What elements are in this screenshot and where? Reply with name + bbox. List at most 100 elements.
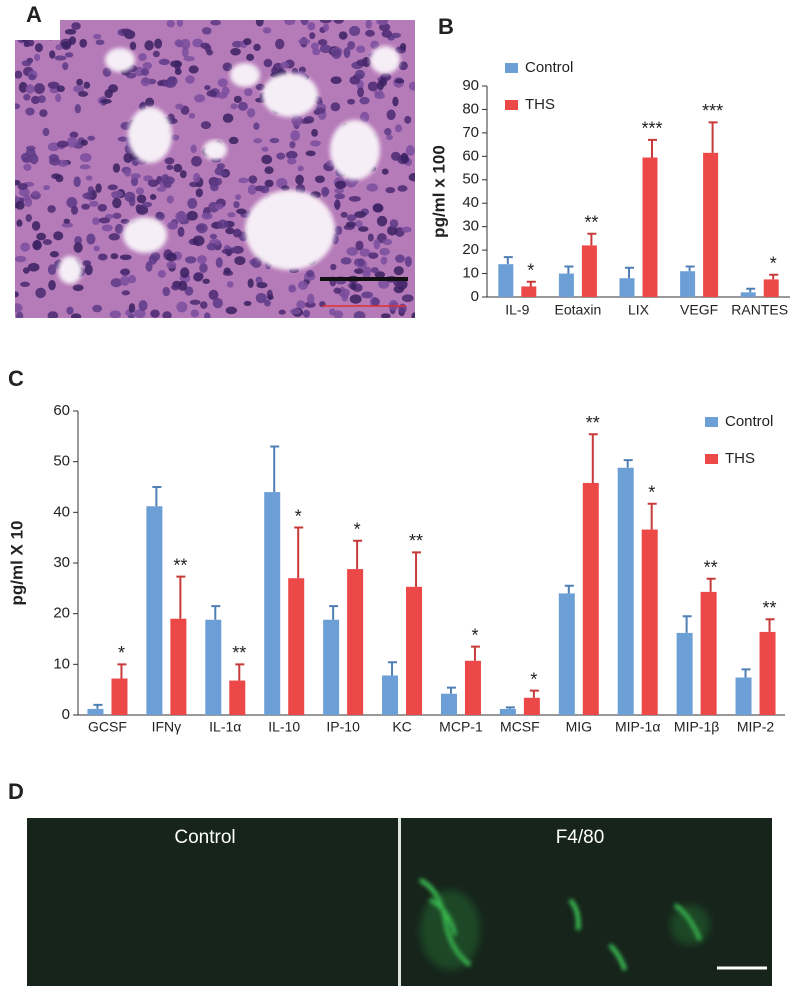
nucleus bbox=[400, 42, 407, 51]
nucleus bbox=[87, 135, 96, 141]
nucleus bbox=[366, 183, 378, 192]
nucleus bbox=[152, 50, 160, 58]
nucleus bbox=[22, 267, 30, 274]
nucleus bbox=[102, 67, 112, 77]
nucleus bbox=[267, 294, 274, 300]
error-bar bbox=[503, 256, 513, 265]
nucleus bbox=[15, 70, 23, 79]
nucleus bbox=[85, 175, 93, 181]
nucleus bbox=[408, 173, 415, 182]
nucleus bbox=[108, 233, 120, 241]
nucleus bbox=[71, 205, 79, 215]
nucleus bbox=[368, 252, 379, 259]
nucleus bbox=[261, 146, 269, 152]
error-bar bbox=[708, 121, 718, 153]
nucleus bbox=[298, 38, 311, 45]
nucleus bbox=[309, 32, 316, 40]
nucleus bbox=[346, 246, 359, 256]
nucleus bbox=[166, 195, 174, 204]
error-bar bbox=[117, 663, 127, 679]
nucleus bbox=[42, 239, 53, 245]
nucleus bbox=[341, 292, 349, 302]
nucleus bbox=[71, 22, 81, 30]
nucleus bbox=[48, 279, 56, 291]
nucleus bbox=[290, 130, 300, 142]
x-tick-label: MCSF bbox=[500, 719, 540, 735]
nucleus bbox=[226, 281, 234, 288]
nucleus bbox=[190, 144, 197, 154]
nucleus bbox=[264, 179, 274, 188]
nucleus bbox=[100, 98, 112, 104]
nucleus bbox=[214, 203, 224, 210]
error-bar bbox=[564, 265, 574, 274]
nucleus bbox=[92, 304, 103, 313]
y-tick-label: 60 bbox=[53, 402, 70, 419]
nucleus bbox=[49, 251, 59, 258]
nucleus bbox=[381, 168, 389, 175]
nucleus bbox=[34, 43, 43, 53]
nucleus bbox=[54, 55, 67, 61]
nucleus bbox=[110, 253, 119, 260]
error-bar bbox=[765, 618, 775, 632]
error-bar bbox=[446, 686, 456, 694]
error-bar bbox=[706, 577, 716, 592]
nucleus bbox=[345, 221, 356, 228]
nucleus bbox=[217, 219, 229, 229]
legend-label: Control bbox=[725, 413, 773, 430]
nucleus bbox=[253, 138, 263, 144]
significance: ** bbox=[763, 598, 777, 618]
x-tick-label: Eotaxin bbox=[555, 302, 602, 318]
nucleus bbox=[32, 239, 42, 251]
nucleus bbox=[334, 187, 344, 194]
nucleus bbox=[380, 256, 388, 265]
nucleus bbox=[361, 291, 373, 299]
bar bbox=[382, 675, 399, 715]
nucleus bbox=[214, 167, 225, 176]
nucleus bbox=[156, 186, 167, 192]
panel-label: B bbox=[438, 14, 454, 39]
nucleus bbox=[357, 258, 365, 267]
nucleus bbox=[20, 242, 30, 252]
nucleus bbox=[42, 127, 50, 137]
y-tick-label: 50 bbox=[462, 171, 479, 188]
nucleus bbox=[380, 313, 391, 318]
nucleus bbox=[135, 187, 145, 195]
nucleus bbox=[206, 90, 217, 97]
y-tick-label: 70 bbox=[462, 124, 479, 141]
x-tick-label: MIP-1β bbox=[674, 719, 719, 735]
nucleus bbox=[367, 81, 379, 92]
nucleus bbox=[141, 68, 150, 76]
nucleus bbox=[18, 187, 30, 197]
y-tick-label: 80 bbox=[462, 100, 479, 117]
nucleus bbox=[321, 186, 329, 197]
significance: ** bbox=[409, 531, 423, 551]
nucleus bbox=[66, 196, 78, 208]
nucleus bbox=[72, 284, 84, 292]
nucleus bbox=[379, 247, 390, 256]
bar bbox=[521, 286, 537, 297]
nucleus bbox=[161, 173, 170, 185]
nucleus bbox=[64, 52, 74, 58]
nucleus bbox=[157, 80, 164, 87]
nucleus bbox=[88, 200, 99, 207]
y-tick-label: 30 bbox=[53, 554, 70, 571]
nucleus bbox=[21, 60, 32, 67]
nucleus bbox=[204, 312, 211, 318]
nucleus bbox=[15, 200, 25, 210]
nucleus bbox=[25, 84, 35, 94]
nucleus bbox=[193, 172, 201, 183]
nucleus bbox=[319, 44, 332, 54]
nucleus bbox=[185, 256, 197, 264]
bar bbox=[582, 482, 599, 715]
nucleus bbox=[173, 163, 183, 173]
bar bbox=[581, 245, 597, 297]
nucleus bbox=[170, 60, 183, 68]
nucleus bbox=[210, 20, 221, 26]
nucleus bbox=[195, 188, 203, 198]
nucleus bbox=[64, 28, 77, 35]
nucleus bbox=[175, 211, 187, 222]
nucleus bbox=[110, 278, 122, 288]
nucleus bbox=[256, 282, 268, 289]
nucleus bbox=[233, 95, 242, 103]
y-tick-label: 20 bbox=[462, 241, 479, 258]
